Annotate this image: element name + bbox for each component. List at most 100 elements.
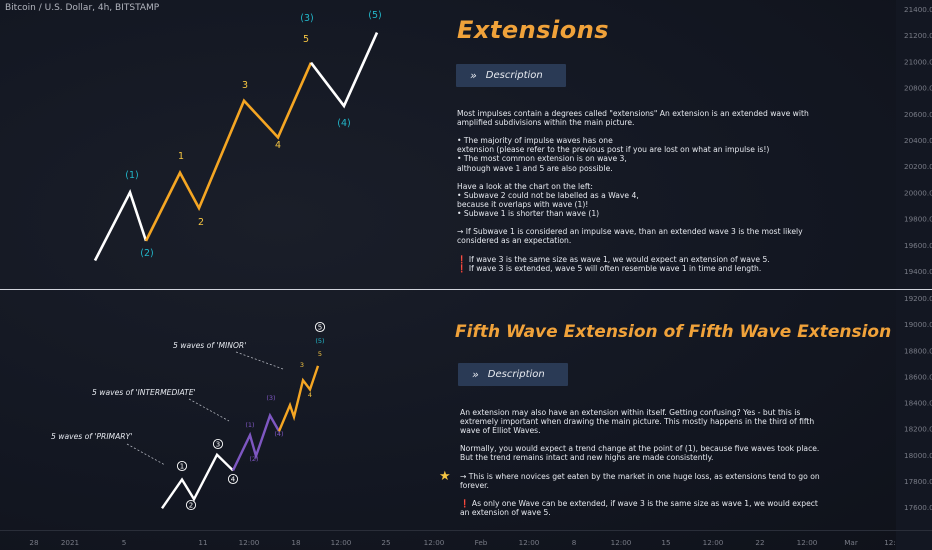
price-tick-label: 17600.00	[904, 503, 932, 512]
wave-line-orange	[277, 365, 320, 432]
panel1-line: Have a look at the chart on the left:	[457, 181, 593, 191]
wave-label: (5)	[368, 10, 381, 21]
price-tick-label: 19200.00	[904, 294, 932, 303]
wave-circle-marker	[227, 473, 239, 485]
panel1-line: although wave 1 and 5 are also possible.	[457, 163, 613, 173]
wave-label: 3	[242, 80, 248, 91]
price-tick-label: 20200.00	[904, 162, 932, 171]
description-button-2[interactable]: » Description	[458, 363, 568, 386]
panel1-line: because it overlaps with wave (1)!	[457, 199, 589, 209]
annotation-leader-line	[126, 443, 166, 466]
wave-circle-marker	[212, 438, 224, 450]
wave-label: (5)	[315, 337, 324, 345]
annotation-leader-line	[188, 398, 230, 422]
description-button-1[interactable]: » Description	[456, 64, 566, 87]
panel2-line: → This is where novices get eaten by the…	[460, 471, 820, 481]
wave-line-white	[161, 452, 234, 509]
panel2-line: But the trend remains intact and new hig…	[460, 453, 714, 463]
wave-circle-marker	[185, 499, 197, 511]
time-tick-label: 11	[198, 538, 207, 547]
wave-label: (3)	[266, 394, 275, 402]
panel1-text: Most impulses contain a degrees called "…	[457, 109, 809, 273]
wave-label: 4	[231, 476, 236, 484]
panel1-line: considered as an expectation.	[457, 236, 572, 246]
time-tick-label: 12:00	[703, 538, 724, 547]
wave-line-purple	[231, 412, 281, 471]
price-tick-label: 21400.00	[904, 5, 932, 14]
annotation-label: 5 waves of 'INTERMEDIATE'	[92, 388, 196, 397]
time-tick-label: 12:00	[239, 538, 260, 547]
labels-layer: (1) (2) 1 2 3 4 5 (3) (4) (5) 1 2 3 4 5 (1) (2) (3) (4) (5)…	[51, 10, 382, 511]
double-chevron-icon: »	[472, 368, 479, 381]
panel1-line: amplified subdivisions within the main p…	[457, 118, 635, 128]
description-label-2: Description	[487, 369, 545, 380]
panel1-line: ❗ If wave 3 is extended, wave 5 will oft…	[457, 263, 762, 273]
symbol-label[interactable]: Bitcoin / U.S. Dollar, 4h, BITSTAMP	[5, 3, 160, 13]
panel1-line: ❗ If wave 3 is the same size as wave 1, …	[457, 254, 770, 264]
time-tick-label: 12:00	[331, 538, 352, 547]
price-tick-label: 21200.00	[904, 31, 932, 40]
star-icon: ★	[439, 469, 451, 484]
time-tick-label: 12:00	[519, 538, 540, 547]
wave-line-orange	[144, 62, 313, 242]
time-tick-label: Mar	[844, 538, 858, 547]
price-tick-label: 18400.00	[904, 399, 932, 408]
wave-label: (2)	[249, 455, 258, 463]
panel1-line: Most impulses contain a degrees called "…	[457, 109, 809, 118]
price-tick-label: 19000.00	[904, 320, 932, 329]
panel1-title: Extensions	[457, 16, 610, 44]
time-tick-label: 12:00	[797, 538, 818, 547]
wave-label: (1)	[245, 421, 254, 429]
panel2-line: wave of Elliot Waves.	[460, 426, 541, 436]
time-tick-label: 22	[755, 538, 764, 547]
wave-label: (2)	[140, 248, 153, 259]
annotation-label: 5 waves of 'MINOR'	[173, 341, 246, 350]
price-tick-label: 18800.00	[904, 346, 932, 355]
panel2-line: ❗ As only one Wave can be extended, if w…	[460, 498, 818, 508]
wave-label: 4	[308, 391, 312, 399]
wave-label: 2	[189, 502, 193, 510]
waves-layer	[93, 32, 379, 509]
price-tick-label: 20800.00	[904, 84, 932, 93]
time-tick-label: 25	[381, 538, 390, 547]
time-tick-label: Feb	[475, 538, 488, 547]
panel2-line: forever.	[460, 480, 489, 490]
panel2-line	[460, 490, 790, 499]
price-tick-label: 20000.00	[904, 188, 932, 197]
panel2-line: Normally, you would expect a trend chang…	[460, 444, 820, 454]
price-tick-label: 18000.00	[904, 451, 932, 460]
wave-label: (4)	[337, 118, 350, 129]
annotation-leader-line	[235, 351, 284, 370]
double-chevron-icon: »	[470, 69, 477, 82]
panel1-line: • Subwave 1 is shorter than wave (1)	[457, 209, 600, 219]
price-axis-bg	[896, 0, 932, 550]
panel1-line	[457, 245, 787, 254]
wave-label: 5	[303, 34, 309, 45]
panel1-line	[457, 218, 787, 227]
wave-line-white	[93, 189, 148, 262]
time-tick-label: 12:00	[611, 538, 632, 547]
wave-label: (3)	[300, 13, 313, 24]
panel1-line: → If Subwave 1 is considered an impulse …	[457, 227, 803, 237]
wave-label: 2	[198, 217, 204, 228]
price-tick-label: 19600.00	[904, 241, 932, 250]
panel2-line	[460, 463, 790, 472]
price-tick-label: 20400.00	[904, 136, 932, 145]
panel1-line: • The most common extension is on wave 3…	[457, 154, 627, 164]
price-tick-label: 20600.00	[904, 110, 932, 119]
wave-label: (1)	[125, 170, 138, 181]
price-tick-label: 21000.00	[904, 57, 932, 66]
panel1-line: • Subwave 2 could not be labelled as a W…	[457, 190, 639, 200]
description-label-1: Description	[485, 70, 543, 81]
panel2-line: An extension may also have an extension …	[460, 408, 801, 417]
wave-label: 3	[216, 441, 220, 449]
wave-label: 5	[318, 350, 322, 358]
wave-circle-marker	[176, 460, 188, 472]
wave-label: 4	[275, 140, 281, 151]
time-tick-label: 28	[29, 538, 39, 547]
panel2-line	[460, 435, 790, 444]
price-tick-label: 19800.00	[904, 215, 932, 224]
